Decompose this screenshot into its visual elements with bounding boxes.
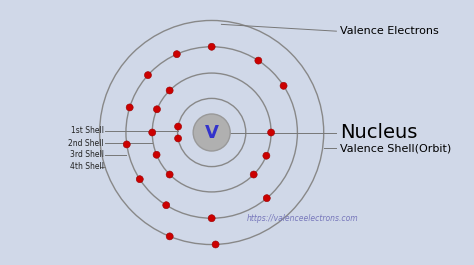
- Text: Valence Electrons: Valence Electrons: [340, 26, 439, 36]
- Circle shape: [166, 233, 173, 240]
- Text: Valence Shell(Orbit): Valence Shell(Orbit): [340, 143, 452, 153]
- Circle shape: [174, 123, 182, 130]
- Circle shape: [212, 241, 219, 248]
- Text: V: V: [205, 123, 219, 142]
- Circle shape: [174, 135, 182, 142]
- Circle shape: [173, 51, 180, 58]
- Circle shape: [149, 129, 156, 136]
- Circle shape: [208, 43, 215, 50]
- Circle shape: [123, 141, 130, 148]
- Circle shape: [166, 87, 173, 94]
- Text: 2nd Shell: 2nd Shell: [68, 139, 103, 148]
- Circle shape: [268, 129, 274, 136]
- Circle shape: [136, 176, 143, 183]
- Circle shape: [145, 72, 152, 79]
- Circle shape: [166, 171, 173, 178]
- Circle shape: [255, 57, 262, 64]
- Circle shape: [263, 152, 270, 159]
- Text: 4th Shell: 4th Shell: [70, 162, 103, 171]
- Circle shape: [126, 104, 133, 111]
- Circle shape: [153, 151, 160, 158]
- Text: https://valenceelectrons.com: https://valenceelectrons.com: [247, 214, 358, 223]
- Circle shape: [154, 106, 161, 113]
- Circle shape: [250, 171, 257, 178]
- Text: 1st Shell: 1st Shell: [71, 126, 103, 135]
- Circle shape: [263, 195, 270, 202]
- Circle shape: [208, 215, 215, 222]
- Text: 3rd Shell: 3rd Shell: [70, 151, 103, 160]
- Circle shape: [163, 202, 170, 209]
- Circle shape: [280, 82, 287, 89]
- Text: Nucleus: Nucleus: [340, 123, 418, 142]
- Circle shape: [193, 114, 230, 151]
